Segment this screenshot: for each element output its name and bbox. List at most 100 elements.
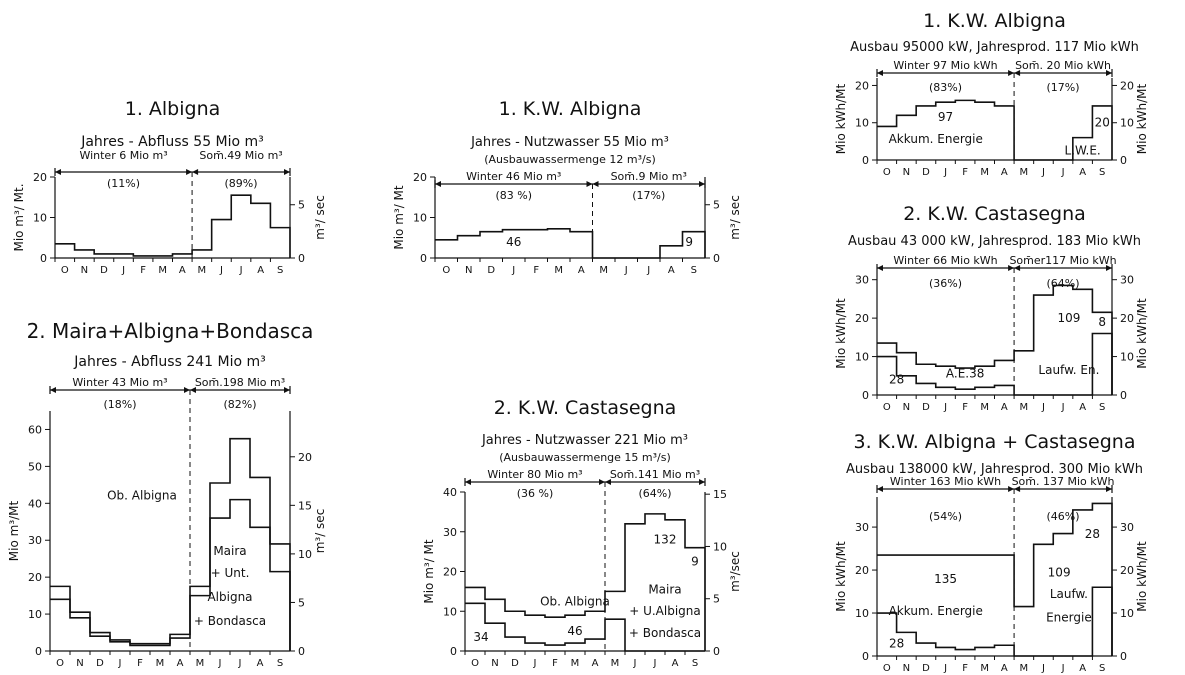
bracket-arrow — [465, 479, 471, 485]
month-label: M — [554, 265, 563, 276]
month-label: J — [118, 658, 122, 669]
bracket-arrow — [877, 265, 883, 271]
bracket-arrow — [284, 169, 290, 175]
month-label: O — [61, 265, 69, 276]
y-tick-label: 10 — [855, 117, 869, 130]
month-label: A — [578, 265, 585, 276]
bracket-arrow — [599, 479, 605, 485]
winter-percent: (83 %) — [495, 189, 532, 202]
bracket-arrow — [184, 387, 190, 393]
y2-tick-label: 20 — [1120, 79, 1134, 92]
annotation: 28 — [889, 372, 904, 386]
bracket-arrow — [1106, 265, 1112, 271]
summer-label: Som̄. 20 Mio kWh — [1015, 59, 1111, 72]
y2-tick-label: 0 — [298, 252, 305, 265]
y2-tick-label: 20 — [1120, 312, 1134, 325]
annotation: 132 — [654, 533, 677, 547]
month-label: O — [471, 658, 479, 669]
annotation: Albigna — [207, 590, 252, 604]
month-label: A — [1001, 167, 1008, 178]
y2-tick-label: 10 — [713, 540, 727, 553]
bracket-arrow — [1008, 486, 1015, 492]
y2-tick-label: 0 — [1120, 389, 1127, 402]
summer-percent: (46%) — [1047, 510, 1080, 523]
month-label: J — [624, 265, 628, 276]
bracket-arrow — [1106, 70, 1112, 76]
bracket-arrow — [699, 181, 705, 187]
month-label: O — [883, 663, 891, 674]
y-tick-label: 20 — [28, 571, 42, 584]
series-line-2 — [877, 332, 1113, 396]
y-tick-label: 40 — [443, 486, 457, 499]
y-tick-label: 0 — [862, 650, 869, 663]
month-label: F — [140, 265, 146, 276]
summer-percent: (64%) — [1047, 277, 1080, 290]
annotation: 97 — [938, 110, 953, 124]
y2-axis-label: Mio kWh/Mt — [1135, 84, 1149, 155]
y2-axis-label: Mio kWh/Mt — [1135, 541, 1149, 612]
annotation: L.W.E. — [1065, 143, 1101, 157]
month-label: S — [691, 265, 697, 276]
summer-percent: (17%) — [632, 189, 665, 202]
month-label: J — [1061, 167, 1065, 178]
y-tick-label: 30 — [855, 274, 869, 287]
chart-subtitle: Jahres - Abfluss 241 Mio m³ — [73, 354, 266, 370]
winter-label: Winter 80 Mio m³ — [487, 468, 582, 481]
month-label: J — [653, 658, 657, 669]
chart-1: 1. Albigna Jahres - Abfluss 55 Mio m³Wint… — [12, 98, 327, 276]
bracket-arrow — [1014, 70, 1021, 76]
winter-label: Winter 46 Mio m³ — [466, 170, 561, 183]
chart-subtitle: Ausbau 43 000 kW, Jahresprod. 183 Mio kW… — [848, 234, 1141, 249]
y2-tick-label: 5 — [298, 596, 305, 609]
y2-tick-label: 10 — [1120, 351, 1134, 364]
annotation: 20 — [1095, 115, 1110, 129]
month-label: J — [218, 658, 222, 669]
month-label: N — [76, 658, 83, 669]
y2-axis-label: m³/ sec — [313, 509, 327, 554]
y-tick-label: 20 — [855, 564, 869, 577]
month-label: M — [980, 402, 989, 413]
month-label: N — [81, 265, 88, 276]
month-label: M — [196, 658, 205, 669]
y-tick-label: 60 — [28, 423, 42, 436]
month-label: J — [121, 265, 125, 276]
month-label: J — [1061, 402, 1065, 413]
y2-axis-label: Mio kWh/Mt — [1135, 298, 1149, 369]
y2-tick-label: 15 — [298, 499, 312, 512]
chart-title: 1. Albigna — [125, 98, 221, 120]
chart-5: 1. K.W. Albigna Ausbau 95000 kW, Jahrespr… — [834, 10, 1149, 178]
chart-subtitle: Jahres - Nutzwasser 55 Mio m³ — [470, 135, 669, 150]
bracket-arrow — [877, 70, 883, 76]
y-tick-label: 10 — [28, 608, 42, 621]
month-label: S — [692, 658, 698, 669]
series-line-1 — [55, 194, 291, 258]
annotation: + Bondasca — [194, 614, 266, 628]
y2-tick-label: 0 — [1120, 650, 1127, 663]
month-label: J — [1061, 663, 1065, 674]
month-label: A — [1001, 663, 1008, 674]
y2-tick-label: 10 — [298, 548, 312, 561]
winter-label: Winter 163 Mio kWh — [890, 475, 1001, 488]
y2-axis-label: m³/sec — [728, 551, 742, 592]
month-label: S — [1099, 402, 1105, 413]
annotation: 135 — [934, 572, 957, 586]
y2-tick-label: 10 — [1120, 607, 1134, 620]
annotation: + Unt. — [211, 566, 250, 580]
winter-percent: (83%) — [929, 81, 962, 94]
month-label: N — [465, 265, 472, 276]
month-label: N — [903, 402, 910, 413]
chart-subtitle-2: (Ausbauwassermenge 12 m³/s) — [484, 153, 656, 166]
winter-percent: (18%) — [103, 398, 136, 411]
month-label: A — [1079, 402, 1086, 413]
y2-tick-label: 5 — [298, 199, 305, 212]
winter-label: Winter 6 Mio m³ — [79, 149, 167, 162]
bracket-arrow — [1014, 265, 1021, 271]
y2-tick-label: 5 — [713, 593, 720, 606]
annotation: Laufw. — [1050, 587, 1088, 601]
bracket-arrow — [592, 181, 599, 187]
month-label: D — [922, 167, 930, 178]
y-tick-label: 10 — [33, 212, 47, 225]
y-axis-label: Mio m³/Mt — [7, 500, 21, 561]
bracket-arrow — [284, 387, 290, 393]
